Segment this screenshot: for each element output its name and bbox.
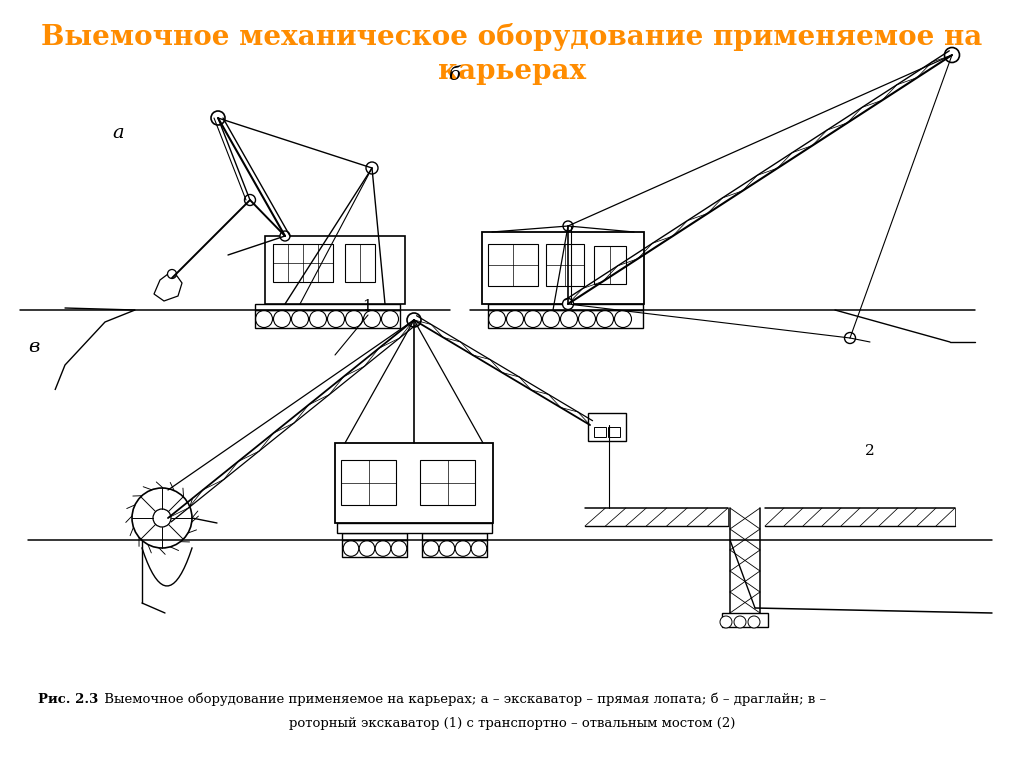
- Polygon shape: [154, 274, 182, 301]
- Bar: [255, 304, 400, 310]
- Bar: [255, 310, 400, 328]
- Bar: [335, 443, 493, 523]
- Bar: [422, 540, 487, 557]
- Bar: [341, 460, 396, 505]
- Circle shape: [563, 221, 573, 231]
- Bar: [273, 244, 333, 282]
- Circle shape: [488, 310, 506, 327]
- Text: 2: 2: [865, 444, 874, 458]
- Circle shape: [292, 310, 308, 327]
- Circle shape: [256, 310, 272, 327]
- Text: в: в: [28, 338, 39, 356]
- Bar: [422, 533, 487, 540]
- Circle shape: [391, 541, 407, 556]
- Bar: [594, 427, 606, 437]
- Circle shape: [375, 541, 391, 556]
- Circle shape: [748, 616, 760, 628]
- Circle shape: [456, 541, 471, 556]
- Text: Рис. 2.3: Рис. 2.3: [38, 693, 98, 706]
- Text: Выемочное оборудование применяемое на карьерах; а – экскаватор – прямая лопата; : Выемочное оборудование применяемое на ка…: [100, 693, 826, 706]
- Text: роторный экскаватор (1) с транспортно – отвальным мостом (2): роторный экскаватор (1) с транспортно – …: [289, 717, 735, 730]
- Circle shape: [439, 541, 455, 556]
- Bar: [482, 232, 644, 304]
- Bar: [594, 246, 626, 284]
- Circle shape: [720, 616, 732, 628]
- Text: 1: 1: [362, 299, 372, 313]
- Bar: [608, 427, 620, 437]
- Bar: [488, 304, 643, 310]
- Bar: [265, 236, 406, 304]
- Circle shape: [562, 299, 573, 310]
- Circle shape: [423, 541, 439, 556]
- Circle shape: [273, 310, 291, 327]
- Circle shape: [245, 194, 256, 206]
- Circle shape: [734, 616, 746, 628]
- Circle shape: [560, 310, 578, 327]
- Bar: [342, 540, 407, 557]
- Text: а: а: [112, 124, 124, 142]
- Circle shape: [343, 541, 358, 556]
- Bar: [342, 533, 407, 540]
- Circle shape: [845, 333, 855, 343]
- Circle shape: [328, 310, 344, 327]
- Bar: [345, 244, 375, 282]
- Text: Выемочное механическое оборудование применяемое на: Выемочное механическое оборудование прим…: [41, 23, 983, 51]
- Bar: [588, 413, 626, 441]
- Circle shape: [579, 310, 596, 327]
- Circle shape: [309, 310, 327, 327]
- Circle shape: [345, 310, 362, 327]
- Bar: [546, 244, 584, 286]
- Circle shape: [597, 310, 613, 327]
- Circle shape: [524, 310, 542, 327]
- Circle shape: [153, 509, 171, 527]
- Circle shape: [132, 488, 193, 548]
- Circle shape: [366, 162, 378, 174]
- Circle shape: [407, 313, 421, 327]
- Circle shape: [359, 541, 375, 556]
- Circle shape: [507, 310, 523, 327]
- Bar: [337, 523, 492, 533]
- Circle shape: [471, 541, 486, 556]
- Circle shape: [280, 231, 290, 241]
- Bar: [722, 613, 768, 627]
- Text: карьерах: карьерах: [438, 58, 586, 85]
- Circle shape: [211, 111, 225, 125]
- Bar: [488, 310, 643, 328]
- Bar: [420, 460, 475, 505]
- Circle shape: [364, 310, 381, 327]
- Circle shape: [944, 48, 959, 62]
- Circle shape: [543, 310, 559, 327]
- Circle shape: [382, 310, 398, 327]
- Circle shape: [614, 310, 632, 327]
- Text: б: б: [447, 66, 460, 84]
- Bar: [488, 244, 538, 286]
- Circle shape: [168, 270, 176, 279]
